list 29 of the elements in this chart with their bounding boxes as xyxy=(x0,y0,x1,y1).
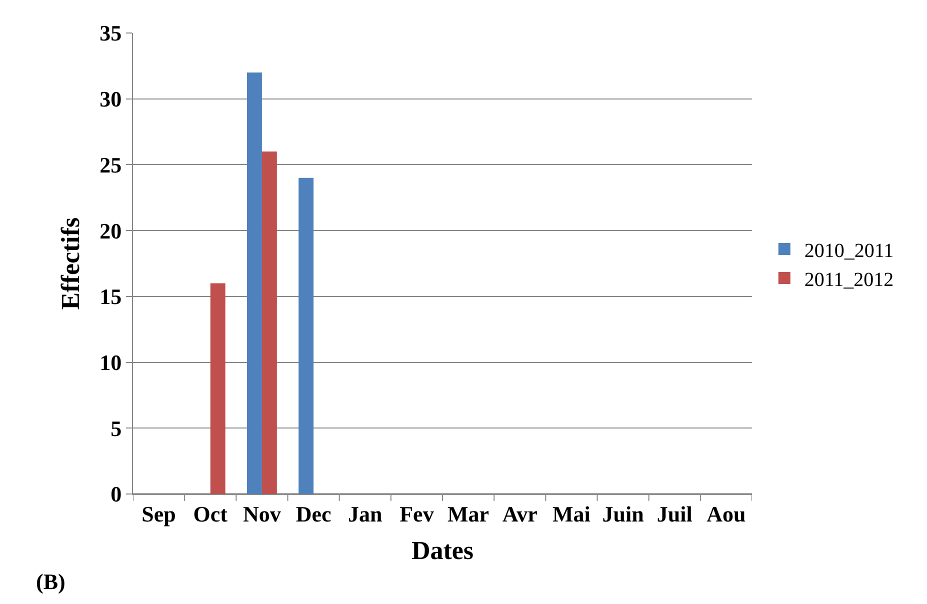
x-tick-label: Sep xyxy=(142,501,176,526)
x-tick-label: Jan xyxy=(348,501,382,526)
y-tick-label: 35 xyxy=(100,20,122,46)
y-tick-label: 25 xyxy=(100,152,122,178)
x-tick-label: Aou xyxy=(706,501,746,526)
y-tick-label: 5 xyxy=(110,416,122,441)
bar xyxy=(298,178,314,494)
y-tick-label: 10 xyxy=(100,350,122,375)
text: (B) xyxy=(36,569,66,594)
x-tick-label: Dec xyxy=(296,501,332,526)
y-tick-label: 15 xyxy=(100,284,122,310)
x-tick-label: Fev xyxy=(400,501,434,526)
legend-label: 2010_2011 xyxy=(804,240,894,262)
x-tick-label: Avr xyxy=(502,501,538,526)
y-tick-label: 0 xyxy=(110,482,122,507)
x-tick-label: Mar xyxy=(448,501,490,526)
x-tick-label: Oct xyxy=(193,501,228,526)
x-tick-label: Mai xyxy=(552,501,590,526)
y-tick-label: 20 xyxy=(100,218,122,244)
x-tick-label: Nov xyxy=(243,501,281,526)
x-tick-label: Juil xyxy=(656,501,692,526)
legend-label: 2011_2012 xyxy=(804,268,894,291)
y-tick-label: 30 xyxy=(100,86,122,112)
x-tick-label: Juin xyxy=(602,501,644,526)
x-axis-title: Dates xyxy=(411,536,474,566)
y-axis-title: Effectifs xyxy=(56,217,85,310)
bar xyxy=(210,283,226,494)
bar xyxy=(262,152,277,494)
bar xyxy=(247,72,262,494)
